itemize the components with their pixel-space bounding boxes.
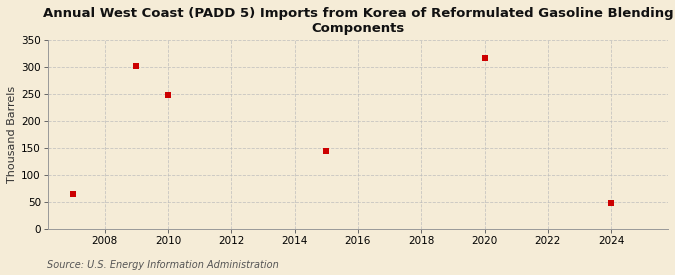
Title: Annual West Coast (PADD 5) Imports from Korea of Reformulated Gasoline Blending
: Annual West Coast (PADD 5) Imports from … [43,7,673,35]
Y-axis label: Thousand Barrels: Thousand Barrels [7,86,17,183]
Text: Source: U.S. Energy Information Administration: Source: U.S. Energy Information Administ… [47,260,279,270]
